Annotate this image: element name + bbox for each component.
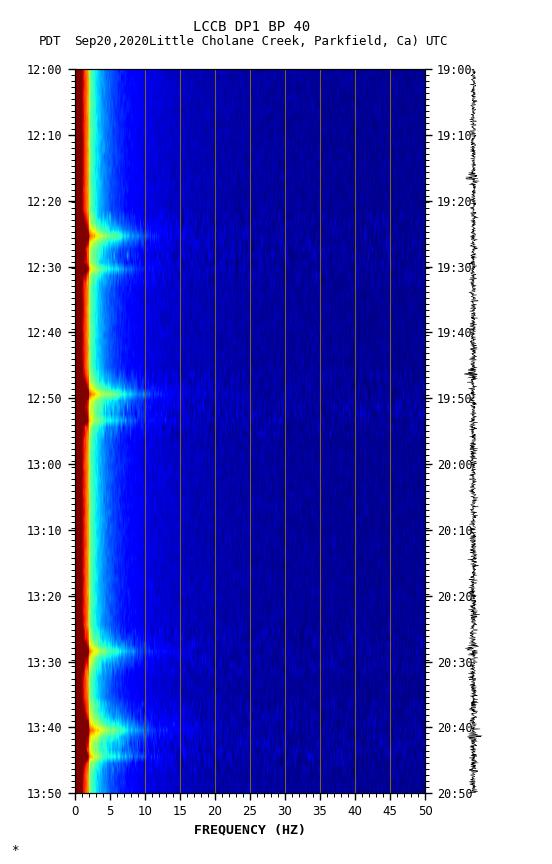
X-axis label: FREQUENCY (HZ): FREQUENCY (HZ) <box>194 823 306 836</box>
Text: *: * <box>11 843 19 856</box>
Text: PDT: PDT <box>39 35 61 48</box>
Text: Little Cholane Creek, Parkfield, Ca): Little Cholane Creek, Parkfield, Ca) <box>149 35 419 48</box>
Text: UTC: UTC <box>425 35 448 48</box>
Text: Sep20,2020: Sep20,2020 <box>75 35 150 48</box>
Text: LCCB DP1 BP 40: LCCB DP1 BP 40 <box>193 20 310 34</box>
